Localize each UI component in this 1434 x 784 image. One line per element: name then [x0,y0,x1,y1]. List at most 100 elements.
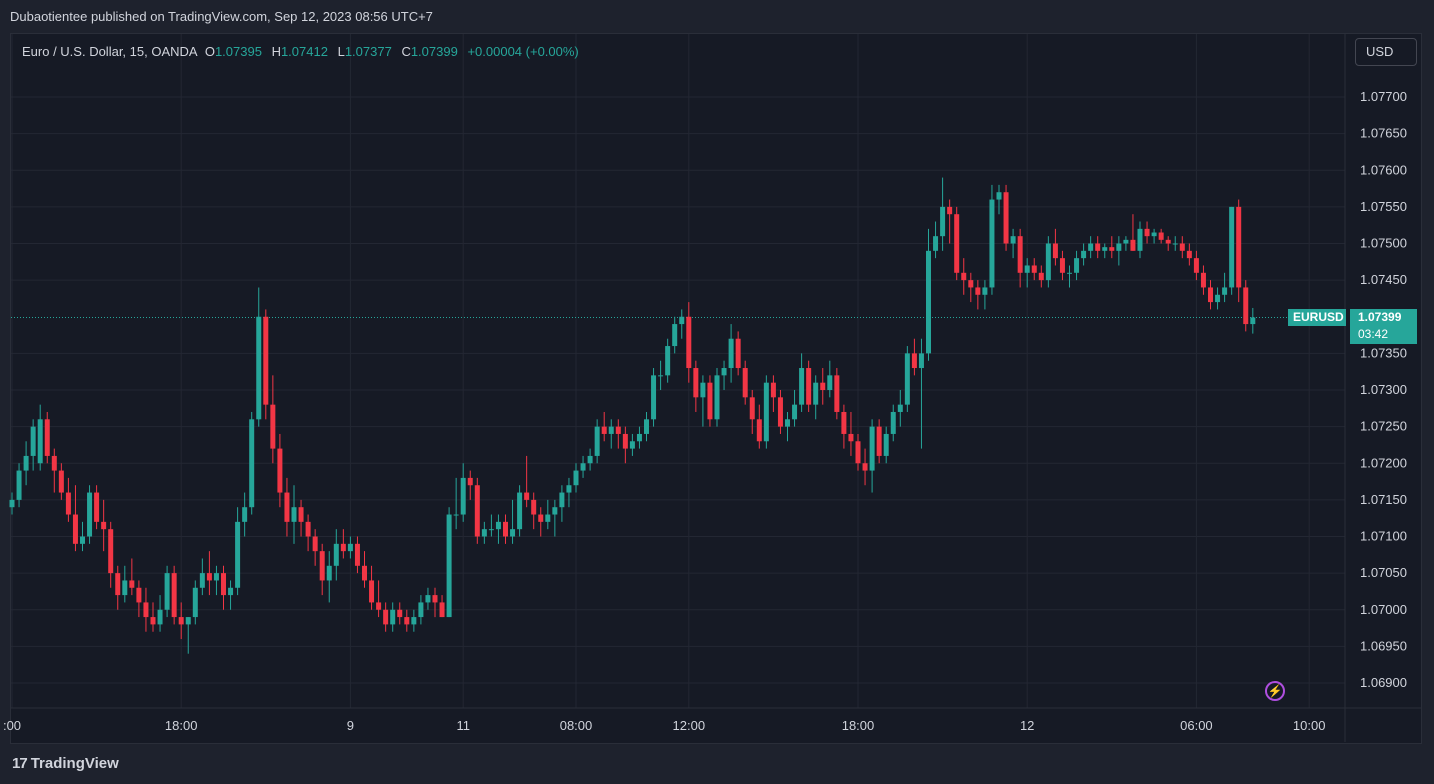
x-tick-label: 10:00 [1293,718,1326,733]
candle-body [263,316,269,405]
candle-body [305,521,311,537]
candle-body [686,316,692,369]
candle-body [813,382,819,405]
candle-body [1116,243,1122,251]
candle-body [636,433,642,442]
close-value: 1.07399 [410,44,458,59]
candle-body [1081,250,1087,259]
candle-body [503,521,508,537]
candle-body [291,507,297,522]
candle-body [1193,258,1199,273]
candle-body [777,397,783,427]
candle-body [425,595,431,603]
candle-body [256,316,262,420]
candle-body [1151,232,1157,237]
candle-body [573,470,579,486]
candle-body [763,382,769,442]
candle-body [122,580,128,596]
candle-body [213,573,219,581]
candle-body [206,573,212,581]
candle-body [1038,272,1044,281]
candle-body [890,411,896,434]
open-label: O [204,44,215,59]
candle-body [474,485,480,537]
candle-body [559,492,565,508]
symbol-price-tag: EURUSD [1288,309,1346,326]
close-label: C [401,44,411,59]
candle-body [679,316,685,325]
candle-body [820,382,826,390]
candle-body [44,419,50,456]
candle-body [947,206,953,215]
candle-body [545,514,551,522]
candle-body [488,529,494,531]
candle-body [51,455,57,471]
candle-body [37,419,43,464]
candle-body [354,543,360,566]
candle-body [629,441,635,449]
candle-body [312,536,318,552]
y-tick-label: 1.06900 [1360,675,1407,690]
candle-body [1095,243,1101,251]
y-tick-label: 1.07200 [1360,455,1407,470]
candle-body [1250,317,1256,325]
candle-body [672,324,678,347]
brand-name: TradingView [30,755,119,772]
candle-body [848,433,854,442]
candle-body [658,375,664,377]
candle-body [538,514,544,522]
candle-body [340,543,346,552]
x-tick-label: 06:00 [1180,718,1213,733]
candle-body [1017,236,1023,273]
candle-body [383,609,389,625]
candle-body [644,419,649,434]
candle-body [1102,247,1108,251]
candle-body [270,404,276,449]
candle-body [101,521,107,530]
candle-body [446,514,452,618]
candle-body [693,368,699,398]
candle-body [735,338,741,369]
lightning-bolt-icon[interactable]: ⚡ [1265,681,1285,701]
candle-body [785,419,790,427]
candle-body [926,250,931,354]
candle-body [404,617,410,625]
candle-body [954,214,960,273]
candle-body [1059,258,1065,273]
candle-body [164,573,170,610]
candle-body [453,514,459,516]
candle-body [989,199,995,288]
candle-body [235,521,241,588]
change-value: +0.00004 (+0.00%) [467,44,579,59]
y-tick-label: 1.07100 [1360,529,1407,544]
y-tick-label: 1.07450 [1360,272,1407,287]
candle-body [834,375,840,412]
candle-body [481,529,487,537]
candle-body [143,602,149,618]
candle-body [876,426,882,456]
candle-body [80,536,85,544]
candle-body [665,346,671,376]
candle-body [996,192,1002,200]
candle-body [742,368,748,398]
symbol-title[interactable]: Euro / U.S. Dollar, 15, OANDA [22,44,198,59]
x-tick-label: 12:00 [673,718,706,733]
candle-body [432,595,438,603]
footer-brand[interactable]: 17 TradingView [12,755,119,772]
y-tick-label: 1.06950 [1360,638,1407,653]
currency-button[interactable]: USD [1355,38,1417,66]
candle-body [1109,247,1115,251]
last-price-value: 1.07399 [1358,310,1402,324]
candle-body [806,368,812,405]
candle-body [883,433,889,456]
candle-body [418,602,424,618]
x-tick-label: 08:00 [560,718,593,733]
candle-body [721,368,727,376]
candle-body [968,280,974,288]
candle-body [439,602,445,618]
candle-body [1144,228,1150,237]
published-header: Dubaotientee published on TradingView.co… [10,9,433,24]
candle-body [566,485,572,493]
x-tick-label: 12 [1020,718,1034,733]
